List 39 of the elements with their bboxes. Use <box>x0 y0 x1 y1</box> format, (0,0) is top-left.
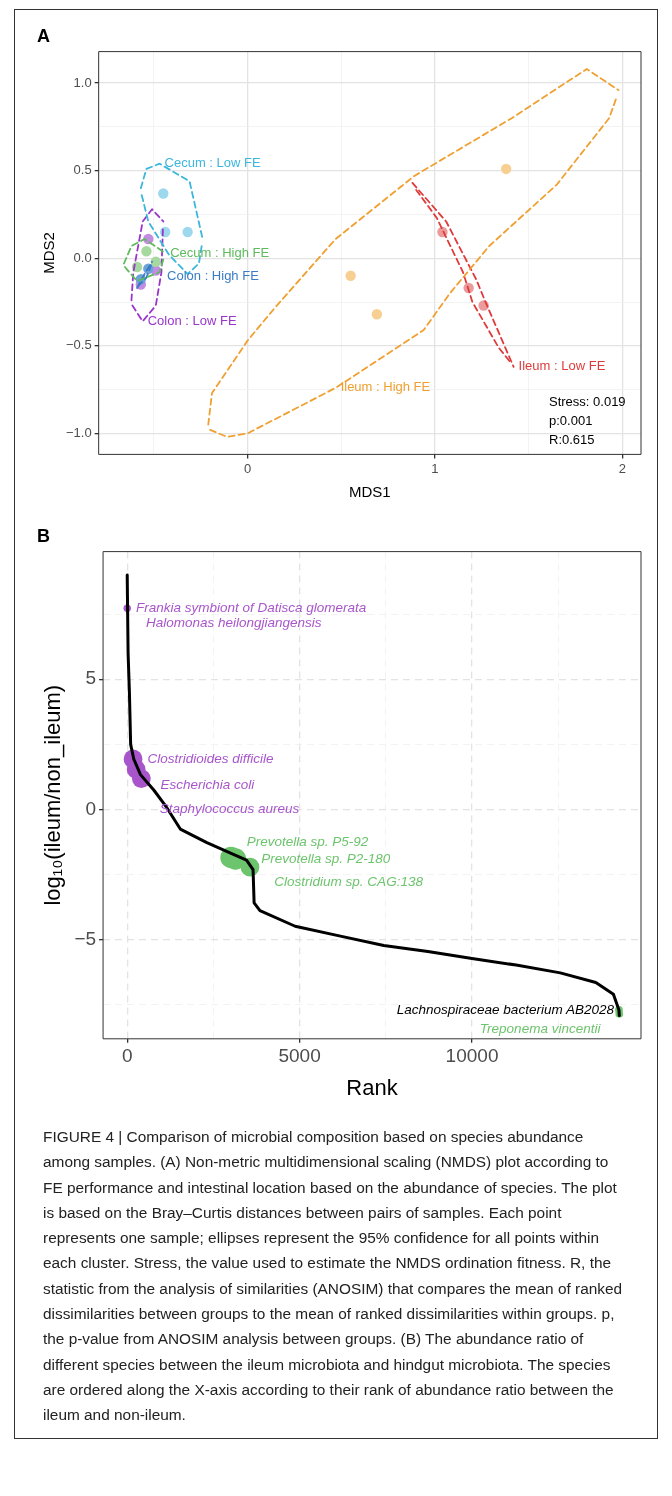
annotation: p:0.001 <box>549 412 593 428</box>
x-tick-label: 0 <box>121 1045 133 1067</box>
y-axis-title: MDS2 <box>40 232 58 274</box>
y-tick-label: −1.0 <box>65 424 92 440</box>
chart-title: A <box>37 25 50 46</box>
annotation: Stress: 0.019 <box>549 393 626 409</box>
y-tick-label: 5 <box>85 667 97 689</box>
chart-title: B <box>37 525 50 546</box>
annotation: Prevotella sp. P2-180 <box>261 850 391 866</box>
x-tick-label: 10000 <box>445 1045 499 1067</box>
annotation: Frankia symbiont of Datisca glomerata <box>135 599 367 615</box>
x-axis-title: Rank <box>346 1074 399 1100</box>
y-tick-label: 0.5 <box>73 162 92 178</box>
annotation: Halomonas heilongjiangensis <box>145 615 322 631</box>
annotation: Ileum : High FE <box>340 379 431 395</box>
annotation: Cecum : High FE <box>170 244 270 260</box>
annotation: Clostridioides difficile <box>147 750 274 766</box>
annotation: Colon : Low FE <box>147 312 237 328</box>
text: FIGURE 4 | Comparison of microbial composition based on species abundance among samples. (A) Non-metric multidimensional scaling (NMDS) plot according to FE performance and intestinal location based on the abundance of species. The plot is based on the Bray–Curtis distances between pairs of samples. Each point represents one sample; ellipses represent the 95% confidence for all points within each cluster. Stress, the value used to estimate the NMDS ordination fitness. R, the statistic from the analysis of similarities (ANOSIM) that compares the mean of ranked dissimilarities between groups to the mean of ranked dissimilarities within groups. p, the p-value from ANOSIM analysis between groups. (B) The abundance ratio of different species between the ileum microbiota and hindgut microbiota. The species are ordered along the X-axis according to their rank of abundance ratio between the ileum and non-ileum. <box>43 1128 623 1424</box>
annotation: Lachnospiraceae bacterium AB2028 <box>396 1001 615 1017</box>
annotation: Prevotella sp. P5-92 <box>246 833 369 849</box>
y-tick-label: 1.0 <box>73 74 92 90</box>
y-tick-label: 0 <box>85 797 97 819</box>
y-tick-label: −0.5 <box>65 337 92 353</box>
x-tick-label: 1 <box>431 460 439 476</box>
annotation: Colon : High FE <box>167 268 260 284</box>
x-tick-label: 0 <box>243 460 252 476</box>
x-axis-title: MDS1 <box>348 483 391 501</box>
y-tick-label: 0.0 <box>73 249 92 265</box>
x-tick-label: 2 <box>618 460 626 476</box>
y-tick-label: −5 <box>74 928 97 950</box>
annotation: R:0.615 <box>549 431 595 447</box>
annotation: Treponema vincentii <box>479 1021 602 1037</box>
annotation: Ileum : Low FE <box>518 358 606 374</box>
x-tick-label: 5000 <box>278 1045 321 1067</box>
annotation: Escherichia coli <box>160 776 256 792</box>
annotation: Clostridium sp. CAG:138 <box>274 874 424 890</box>
y-axis-title: log₁₀(ileum/non_ileum) <box>40 684 66 906</box>
annotation: Cecum : Low FE <box>164 155 261 171</box>
